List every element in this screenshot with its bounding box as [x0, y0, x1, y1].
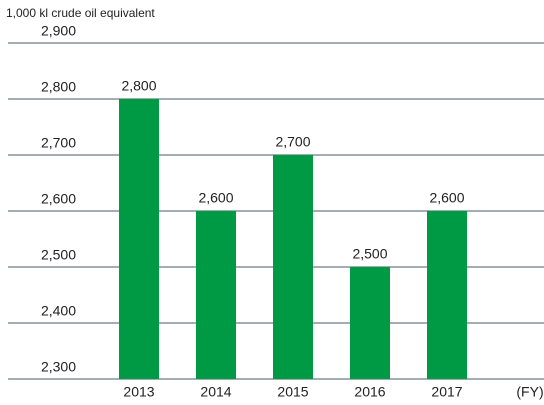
bar	[196, 211, 236, 379]
y-axis-label: 1,000 kl crude oil equivalent	[6, 6, 155, 20]
bar	[350, 267, 390, 379]
bar	[273, 155, 313, 379]
data-label: 2,800	[121, 78, 156, 94]
y-tick-label: 2,400	[41, 303, 76, 319]
data-label: 2,600	[198, 190, 233, 206]
y-tick-label: 2,500	[41, 247, 76, 263]
x-axis-label: (FY)	[516, 384, 543, 400]
bar	[427, 211, 467, 379]
y-tick-label: 2,300	[41, 359, 76, 375]
y-tick-label: 2,600	[41, 191, 76, 207]
data-label: 2,500	[352, 246, 387, 262]
y-tick-label: 2,700	[41, 135, 76, 151]
x-tick-label: 2013	[123, 384, 154, 400]
x-tick-label: 2014	[200, 384, 231, 400]
x-tick-label: 2017	[431, 384, 462, 400]
x-tick-label: 2015	[277, 384, 308, 400]
y-tick-label: 2,900	[41, 23, 76, 39]
bar	[119, 99, 159, 379]
data-label: 2,600	[429, 190, 464, 206]
x-tick-label: 2016	[354, 384, 385, 400]
y-tick-label: 2,800	[41, 79, 76, 95]
data-label: 2,700	[275, 134, 310, 150]
